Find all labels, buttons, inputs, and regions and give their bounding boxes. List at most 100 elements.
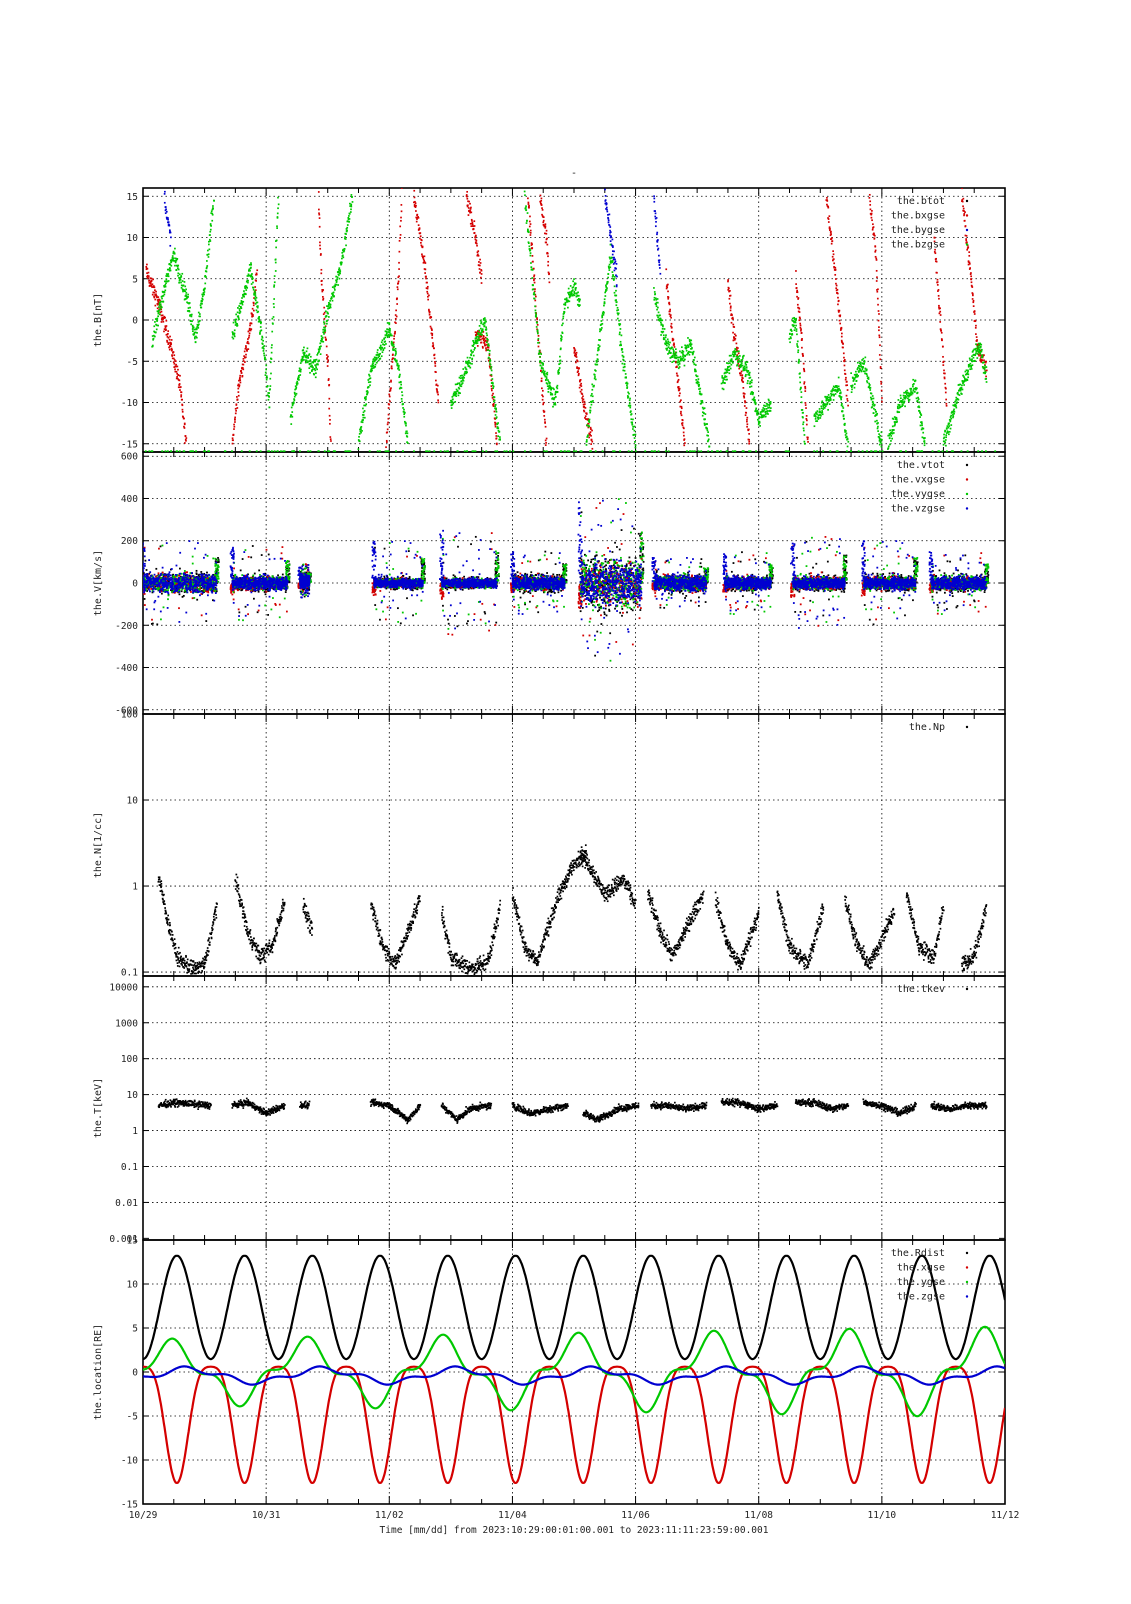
data-point-red <box>184 442 186 444</box>
data-point-green <box>372 361 374 363</box>
data-point-red <box>179 380 181 382</box>
data-point-green <box>876 420 878 422</box>
data-point-red <box>846 381 848 383</box>
data-point-red <box>737 347 739 349</box>
data-point-red <box>423 259 425 261</box>
data-point-red <box>807 438 809 440</box>
data-point-green <box>241 450 243 452</box>
data-point-red <box>248 343 250 345</box>
data-point-blue <box>164 193 166 195</box>
data-point-green <box>589 421 591 423</box>
data-point-green <box>827 402 829 404</box>
data-point-red <box>878 313 880 315</box>
data-point-green <box>339 278 341 280</box>
data-point-red <box>983 359 985 361</box>
data-point-red <box>178 374 180 376</box>
data-point-red <box>389 401 391 403</box>
data-point-green <box>564 450 566 452</box>
data-point-green <box>770 401 772 403</box>
data-point-green <box>596 364 598 366</box>
data-point-red <box>807 437 809 439</box>
data-point-green <box>627 383 629 385</box>
data-point-green <box>618 313 620 315</box>
data-point-green <box>565 302 567 304</box>
data-point-red <box>667 291 669 293</box>
data-point-red <box>683 432 685 434</box>
data-point-green <box>726 450 728 452</box>
data-point-red <box>392 361 394 363</box>
data-point-green <box>469 367 471 369</box>
data-point-green <box>971 361 973 363</box>
data-point-red <box>870 208 872 210</box>
data-point-red <box>431 329 433 331</box>
data-point-green <box>830 399 832 401</box>
data-point-red <box>670 317 672 319</box>
data-point-green <box>874 450 876 452</box>
data-point-green <box>260 450 262 452</box>
data-point-green <box>250 267 252 269</box>
data-point-green <box>607 277 609 279</box>
data-point-red <box>939 311 941 313</box>
data-point-green <box>634 437 636 439</box>
data-point-red <box>580 379 582 381</box>
data-point-red <box>585 415 587 417</box>
data-point-green <box>306 360 308 362</box>
data-point-green <box>268 399 270 401</box>
data-point-green <box>252 282 254 284</box>
data-point-red <box>942 364 944 366</box>
data-point-green <box>185 288 187 290</box>
data-point-red <box>171 339 173 341</box>
data-point-green <box>948 423 950 425</box>
data-point-green <box>316 354 318 356</box>
data-point-green <box>879 450 881 452</box>
data-point-blue <box>653 195 655 197</box>
data-point-green <box>542 369 544 371</box>
data-point-green <box>594 376 596 378</box>
data-point-red <box>971 286 973 288</box>
data-point-blue <box>167 219 169 221</box>
data-point-green <box>817 410 819 412</box>
data-point-green <box>555 404 557 406</box>
data-point-green <box>914 391 916 393</box>
data-point-green <box>461 380 463 382</box>
data-point-green <box>890 440 892 442</box>
data-point-green <box>380 349 382 351</box>
data-point-green <box>208 241 210 243</box>
data-point-green <box>705 413 707 415</box>
data-point-green <box>488 343 490 345</box>
data-point-green <box>538 338 540 340</box>
data-point-green <box>321 335 323 337</box>
data-point-red <box>529 226 531 228</box>
data-point-green <box>632 428 634 430</box>
data-point-green <box>401 398 403 400</box>
data-point-green <box>802 412 804 414</box>
data-point-green <box>208 253 210 255</box>
data-point-red <box>318 191 320 193</box>
data-point-green <box>599 345 601 347</box>
data-point-green <box>975 353 977 355</box>
data-point-green <box>950 428 952 430</box>
data-point-red <box>181 399 183 401</box>
data-point-green <box>464 373 466 375</box>
data-point-green <box>969 368 971 370</box>
data-point-green <box>371 369 373 371</box>
data-point-red <box>980 361 982 363</box>
data-point-green <box>387 322 389 324</box>
data-point-green <box>468 360 470 362</box>
data-point-red <box>322 289 324 291</box>
data-point-red <box>732 324 734 326</box>
data-point-green <box>231 450 233 452</box>
data-point-red <box>254 286 256 288</box>
data-point-blue <box>606 211 608 213</box>
data-point-green <box>403 409 405 411</box>
data-point-green <box>716 450 718 452</box>
data-point-green <box>694 450 696 452</box>
data-point-green <box>167 273 169 275</box>
data-point-green <box>486 334 488 336</box>
data-point-red <box>944 383 946 385</box>
data-point-green <box>484 319 486 321</box>
data-point-green <box>242 301 244 303</box>
data-point-green <box>193 327 195 329</box>
data-point-red <box>874 245 876 247</box>
data-point-green <box>813 450 815 452</box>
